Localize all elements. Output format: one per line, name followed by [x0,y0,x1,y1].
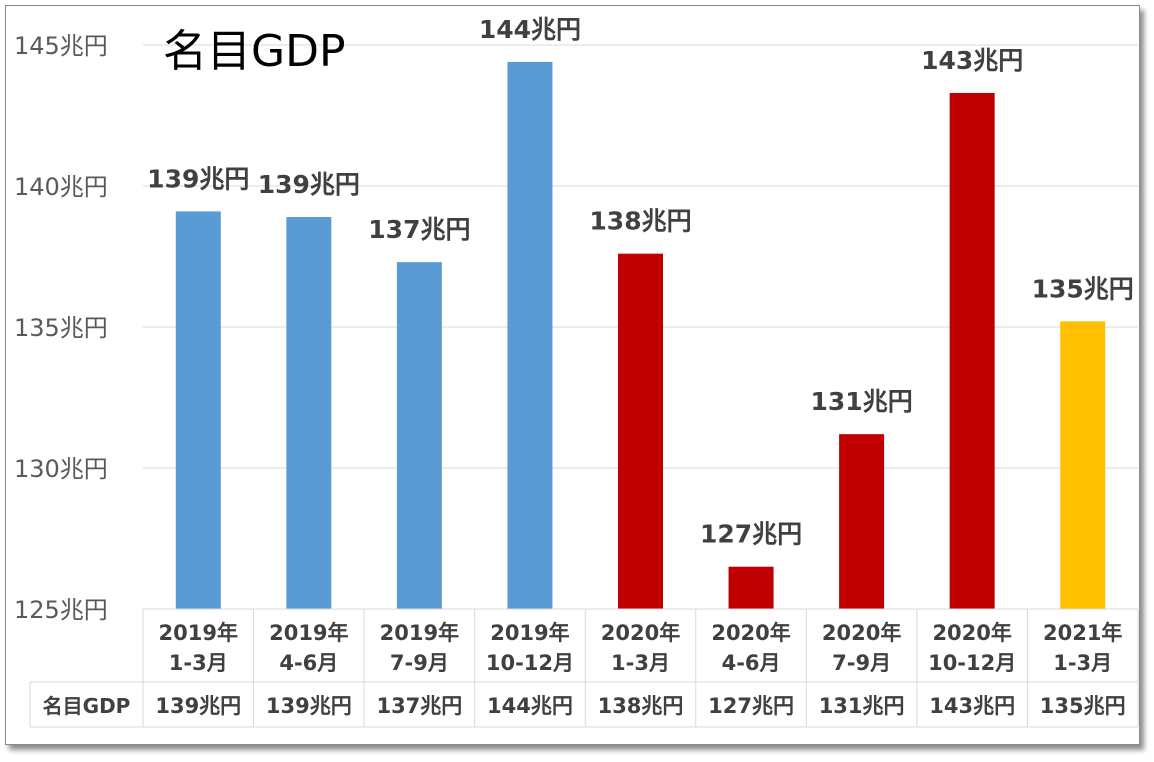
table-value: 144兆円 [487,694,573,718]
table-value: 131兆円 [819,694,905,718]
y-tick-label: 125兆円 [14,596,108,624]
table-value: 143兆円 [929,694,1015,718]
x-category-period: 10-12月 [486,651,574,675]
table-value: 139兆円 [266,694,352,718]
x-category-year: 2019年 [159,621,238,645]
data-label: 131兆円 [811,387,913,416]
x-category-period: 7-9月 [832,651,891,675]
bar [286,217,332,609]
bar [618,253,663,609]
data-label: 137兆円 [368,215,470,244]
table-value: 139兆円 [155,694,241,718]
bar [728,566,774,609]
table-value: 135兆円 [1040,694,1126,718]
data-label: 135兆円 [1032,274,1134,303]
data-label: 127兆円 [700,520,802,549]
table-value: 138兆円 [598,694,684,718]
x-category-year: 2020年 [932,621,1011,645]
table-value: 137兆円 [376,694,462,718]
bar [396,262,442,609]
x-category-period: 1-3月 [1053,651,1112,675]
x-category-year: 2020年 [601,621,680,645]
table-row-header: 名目GDP [43,694,131,718]
data-label: 144兆円 [479,15,581,44]
bar [507,61,553,610]
y-tick-label: 145兆円 [14,32,108,60]
data-label: 143兆円 [921,46,1023,75]
x-category-period: 7-9月 [390,651,449,675]
chart-title: 名目GDP [163,26,346,77]
data-label: 139兆円 [258,170,360,199]
table-value: 127兆円 [708,694,794,718]
data-label: 139兆円 [147,164,249,193]
data-label: 138兆円 [589,207,691,236]
bar [839,434,885,609]
x-category-period: 1-3月 [169,651,228,675]
x-category-period: 10-12月 [928,651,1016,675]
y-tick-label: 135兆円 [14,314,108,342]
bar [175,211,221,609]
x-category-year: 2019年 [380,621,459,645]
x-category-year: 2020年 [711,621,790,645]
x-category-year: 2019年 [269,621,348,645]
x-category-year: 2020年 [822,621,901,645]
x-category-period: 4-6月 [279,651,338,675]
x-category-year: 2021年 [1043,621,1122,645]
x-category-year: 2019年 [490,621,569,645]
y-tick-label: 140兆円 [14,173,108,201]
bar [949,92,995,609]
bar [1060,321,1106,609]
y-tick-label: 130兆円 [14,455,108,483]
x-category-period: 1-3月 [611,651,670,675]
x-category-period: 4-6月 [722,651,781,675]
